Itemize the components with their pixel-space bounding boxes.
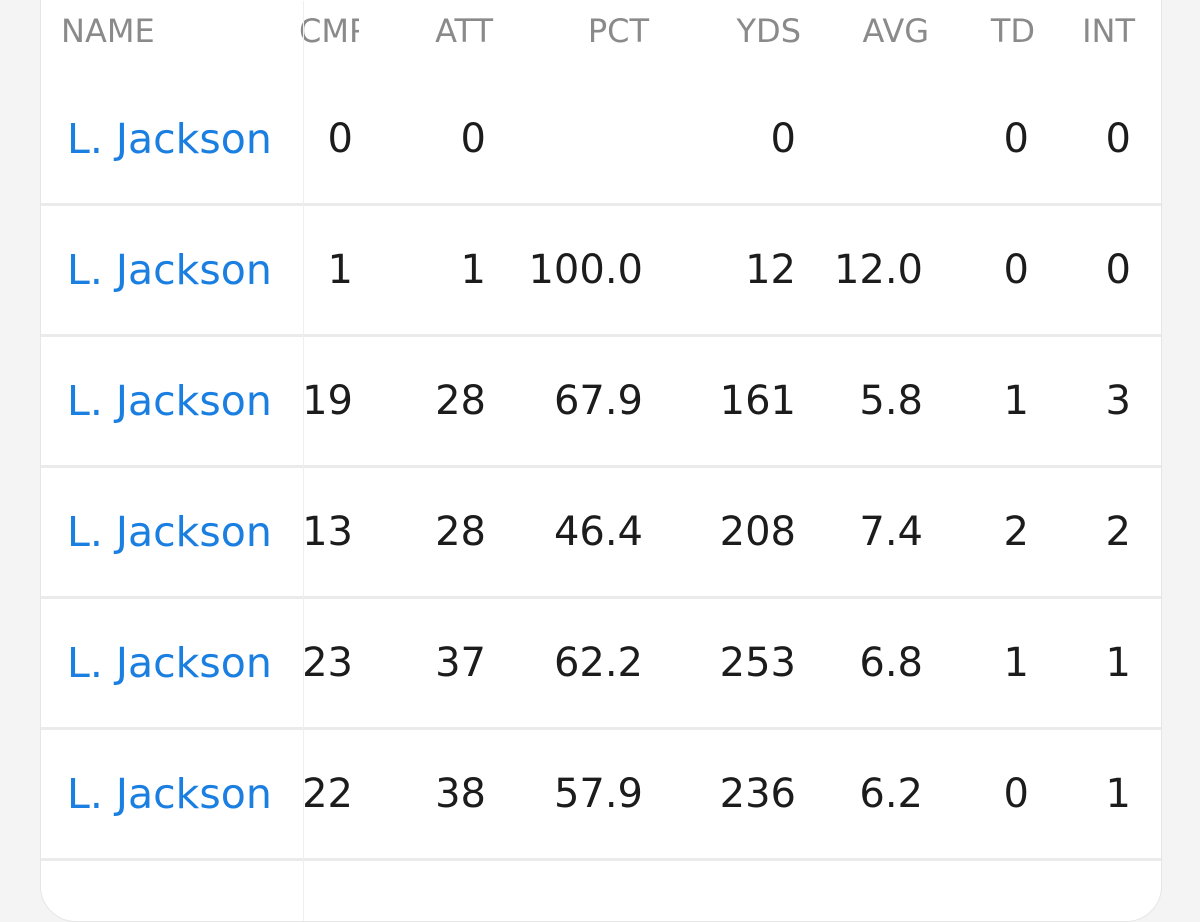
table-row[interactable]: L. Jackson 23 37 62.2 253 6.8 1 1 <box>41 599 1161 730</box>
cell-int: 3 <box>1105 378 1131 424</box>
table-row[interactable]: L. Jackson 22 38 57.9 236 6.2 0 1 <box>41 730 1161 861</box>
cell-pct: 100.0 <box>528 247 643 293</box>
player-name-link[interactable]: L. Jackson <box>67 246 272 294</box>
cell-int: 0 <box>1105 116 1131 162</box>
player-name-link[interactable]: L. Jackson <box>67 639 272 687</box>
cell-td: 0 <box>1003 247 1029 293</box>
table-row[interactable]: L. Jackson 19 28 67.9 161 5.8 1 3 <box>41 337 1161 468</box>
cell-pct: 62.2 <box>553 640 643 686</box>
cell-yds: 0 <box>770 116 796 162</box>
cell-td: 1 <box>1003 640 1029 686</box>
table-row[interactable]: L. Jackson 1 1 100.0 12 12.0 0 0 <box>41 206 1161 337</box>
cell-cmp: 19 <box>302 378 353 424</box>
cell-td: 2 <box>1003 509 1029 555</box>
cell-avg: 5.8 <box>859 378 923 424</box>
cell-int: 1 <box>1105 640 1131 686</box>
cell-avg: 12.0 <box>833 247 923 293</box>
cell-yds: 236 <box>719 771 796 817</box>
cell-int: 1 <box>1105 771 1131 817</box>
cell-td: 1 <box>1003 378 1029 424</box>
table-row[interactable]: L. Jackson 0 0 0 0 0 <box>41 75 1161 206</box>
player-name-link[interactable]: L. Jackson <box>67 770 272 818</box>
player-name-link[interactable]: L. Jackson <box>67 377 272 425</box>
header-yds[interactable]: YDS <box>736 12 802 50</box>
cell-td: 0 <box>1003 771 1029 817</box>
cell-avg: 7.4 <box>859 509 923 555</box>
header-td[interactable]: TD <box>990 12 1035 50</box>
table-row[interactable]: L. Jackson 13 28 46.4 208 7.4 2 2 <box>41 468 1161 599</box>
player-name-link[interactable]: L. Jackson <box>67 115 272 163</box>
header-int[interactable]: INT <box>1082 12 1135 50</box>
cell-avg: 6.2 <box>859 771 923 817</box>
cell-pct: 46.4 <box>553 509 643 555</box>
cell-yds: 208 <box>719 509 796 555</box>
cell-avg: 6.8 <box>859 640 923 686</box>
table-header: NAME CMP ATT PCT YDS AVG TD INT <box>41 1 1161 61</box>
cell-int: 2 <box>1105 509 1131 555</box>
cell-yds: 253 <box>719 640 796 686</box>
header-att[interactable]: ATT <box>435 12 493 50</box>
header-cmp[interactable]: CMP <box>299 12 359 50</box>
cell-cmp: 13 <box>302 509 353 555</box>
cell-att: 37 <box>435 640 486 686</box>
player-name-link[interactable]: L. Jackson <box>67 508 272 556</box>
cell-td: 0 <box>1003 116 1029 162</box>
cell-int: 0 <box>1105 247 1131 293</box>
passing-stats-card: NAME CMP ATT PCT YDS AVG TD INT L. Jacks… <box>40 0 1162 922</box>
header-pct[interactable]: PCT <box>587 12 649 50</box>
cell-att: 28 <box>435 378 486 424</box>
cell-cmp: 0 <box>327 116 353 162</box>
cell-yds: 161 <box>719 378 796 424</box>
cell-att: 38 <box>435 771 486 817</box>
cell-att: 1 <box>460 247 486 293</box>
header-name[interactable]: NAME <box>61 12 155 50</box>
cell-cmp: 22 <box>302 771 353 817</box>
cell-att: 28 <box>435 509 486 555</box>
header-avg[interactable]: AVG <box>862 12 929 50</box>
cell-yds: 12 <box>745 247 796 293</box>
cell-att: 0 <box>460 116 486 162</box>
cell-cmp: 1 <box>327 247 353 293</box>
cell-pct: 67.9 <box>553 378 643 424</box>
cell-cmp: 23 <box>302 640 353 686</box>
cell-pct: 57.9 <box>553 771 643 817</box>
